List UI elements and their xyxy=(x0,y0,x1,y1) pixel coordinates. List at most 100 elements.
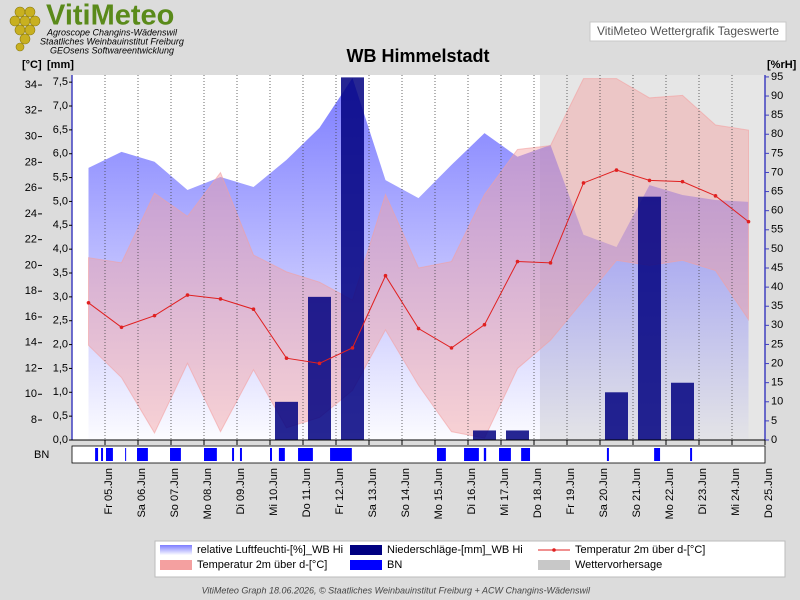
x-tick-label: Fr 05.Jun xyxy=(103,468,115,514)
bn-interval xyxy=(464,448,479,461)
bn-interval xyxy=(204,448,217,461)
y3-tick-label: 10 xyxy=(771,396,783,408)
y-tick-label: 10 xyxy=(25,388,37,400)
x-tick-label: Sa 13.Jun xyxy=(367,468,379,518)
x-tick-label: Fr 12.Jun xyxy=(334,468,346,514)
bn-interval xyxy=(125,448,127,461)
temperature-point xyxy=(185,293,190,297)
y3-tick-label: 0 xyxy=(771,434,777,446)
y2-tick-label: 5,5 xyxy=(53,171,68,183)
bn-interval xyxy=(606,448,609,461)
precipitation-bar xyxy=(473,430,496,440)
y2-tick-label: 0,5 xyxy=(53,410,68,422)
footer: VitiMeteo Graph 18.06.2026, © Staatliche… xyxy=(202,585,591,595)
legend-swatch xyxy=(350,560,382,570)
x-tick-label: Do 18.Jun xyxy=(532,468,544,518)
y3-tick-label: 50 xyxy=(771,243,783,255)
temperature-point xyxy=(482,322,487,327)
y2-tick-label: 7,0 xyxy=(53,100,68,112)
x-tick-label: Mo 22.Jun xyxy=(664,468,676,519)
bn-interval xyxy=(270,448,272,461)
temperature-point xyxy=(680,179,685,184)
legend-label: BN xyxy=(387,559,402,571)
precipitation-bar xyxy=(638,196,661,440)
y2-tick-label: 6,0 xyxy=(53,148,68,160)
temperature-point xyxy=(515,259,520,264)
temperature-point xyxy=(746,219,751,224)
y-tick-label: 14 xyxy=(25,337,37,349)
x-tick-label: Fr 19.Jun xyxy=(565,468,577,514)
logo: VitiMeteo xyxy=(46,0,174,32)
bn-interval xyxy=(95,448,99,461)
y2-tick-label: 2,5 xyxy=(53,315,68,327)
bn-interval xyxy=(239,448,242,461)
plot-layer xyxy=(86,75,766,441)
bn-interval xyxy=(101,448,104,461)
temperature-point xyxy=(581,181,586,185)
y-tick-label: 26 xyxy=(25,182,37,194)
y2-tick-label: 1,0 xyxy=(53,386,68,398)
y3-tick-label: 70 xyxy=(771,166,783,178)
bn-track xyxy=(71,445,766,464)
y-tick-label: 20 xyxy=(25,259,37,271)
y-tick-label: 22 xyxy=(25,234,37,246)
legend-box xyxy=(154,540,786,578)
x-tick-label: Mi 10.Jun xyxy=(268,468,280,516)
x-tick-label: Mo 08.Jun xyxy=(202,468,214,519)
precipitation-bar xyxy=(275,401,298,440)
legend-label: Niederschläge-[mm]_WB Hi xyxy=(387,544,523,556)
x-tick-label: Di 09.Jun xyxy=(235,468,247,514)
humidity-area xyxy=(88,78,749,441)
y-tick-label: 16 xyxy=(25,311,37,323)
x-tick-label: Sa 06.Jun xyxy=(136,468,148,518)
org-line: GEOsens Softwareentwicklung xyxy=(50,45,174,55)
y3-tick-label: 5 xyxy=(771,415,777,427)
y2-tick-label: 6,5 xyxy=(53,124,68,136)
y3-tick-label: 85 xyxy=(771,109,783,121)
y2-tick-label: 1,5 xyxy=(53,362,68,374)
y-tick-label: 8 xyxy=(31,414,37,426)
temperature-point xyxy=(251,307,256,312)
y3-axis-unit: [%rH] xyxy=(767,59,797,71)
bn-interval xyxy=(232,448,235,461)
bn-interval xyxy=(436,448,446,461)
bn-interval xyxy=(137,448,148,461)
bn-label: BN xyxy=(34,449,49,461)
temperature-point xyxy=(218,297,223,301)
y3-tick-label: 45 xyxy=(771,262,783,274)
y3-tick-label: 80 xyxy=(771,128,783,140)
y2-tick-label: 3,0 xyxy=(53,291,68,303)
y3-tick-label: 25 xyxy=(771,338,783,350)
y-tick-label: 34 xyxy=(25,79,37,91)
bn-interval xyxy=(330,448,352,461)
y2-tick-label: 2,0 xyxy=(53,338,68,350)
temperature-point xyxy=(284,356,289,360)
precipitation-bar xyxy=(308,296,331,440)
legend-label: Wettervorhersage xyxy=(575,559,662,571)
legend-swatch xyxy=(538,560,570,570)
x-tick-label: Mi 24.Jun xyxy=(730,468,742,516)
y-tick-label: 30 xyxy=(25,130,37,142)
x-tick-label: So 14.Jun xyxy=(400,468,412,518)
bn-interval xyxy=(298,448,313,461)
legend-swatch xyxy=(160,545,192,555)
temperature-point xyxy=(383,273,388,278)
x-tick-label: So 21.Jun xyxy=(631,468,643,518)
temperature-point xyxy=(350,346,355,350)
precipitation-bar xyxy=(506,430,529,440)
bn-interval xyxy=(690,448,693,461)
y-tick-label: 28 xyxy=(25,156,37,168)
y3-tick-label: 20 xyxy=(771,357,783,369)
y-tick-label: 24 xyxy=(25,208,37,220)
chart-title: WB Himmelstadt xyxy=(346,46,489,66)
y2-tick-label: 4,5 xyxy=(53,219,68,231)
x-tick-label: Mi 17.Jun xyxy=(499,468,511,516)
bn-interval xyxy=(521,448,531,461)
y-axis-unit: [°C] xyxy=(22,59,42,71)
bn-interval xyxy=(499,448,511,461)
y3-tick-label: 60 xyxy=(771,205,783,217)
legend-label: Temperatur 2m über d-[°C] xyxy=(197,559,327,571)
x-tick-label: Di 23.Jun xyxy=(697,468,709,514)
precipitation-bar xyxy=(605,392,628,440)
